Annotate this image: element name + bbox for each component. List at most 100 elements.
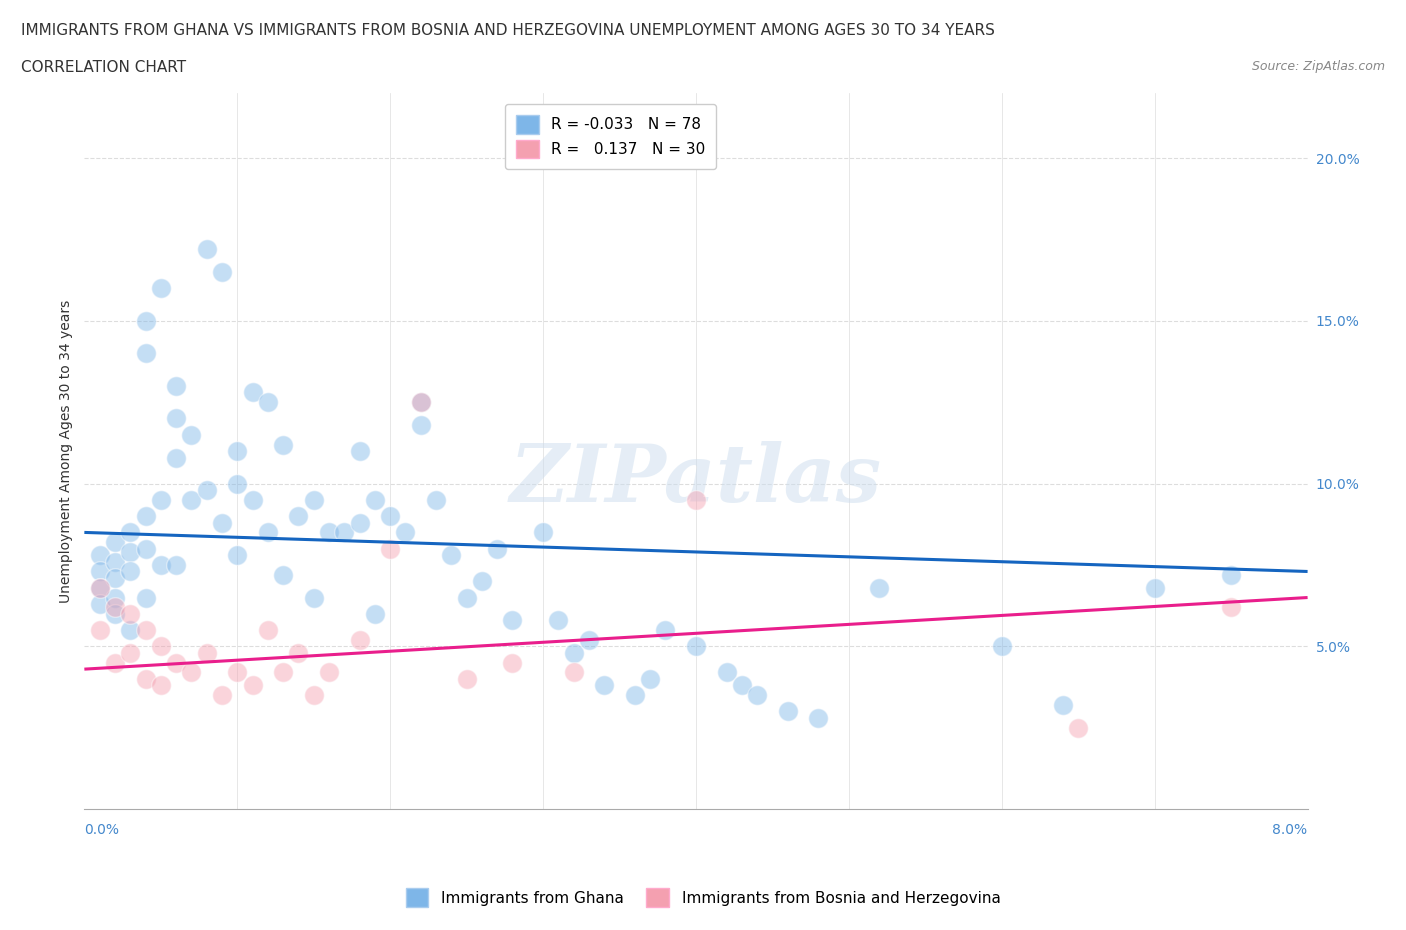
Point	[226, 548, 249, 563]
Point	[991, 639, 1014, 654]
Point	[471, 574, 494, 589]
Point	[135, 541, 157, 556]
Point	[149, 557, 172, 572]
Point	[1067, 720, 1090, 735]
Point	[135, 671, 157, 686]
Point	[409, 394, 432, 409]
Legend: R = -0.033   N = 78, R =   0.137   N = 30: R = -0.033 N = 78, R = 0.137 N = 30	[505, 104, 716, 169]
Text: ZIPatlas: ZIPatlas	[510, 441, 882, 518]
Point	[242, 678, 264, 693]
Point	[364, 606, 387, 621]
Point	[104, 535, 127, 550]
Point	[624, 688, 647, 703]
Point	[578, 632, 600, 647]
Point	[242, 385, 264, 400]
Point	[685, 493, 707, 508]
Point	[195, 645, 218, 660]
Point	[349, 632, 371, 647]
Point	[409, 394, 432, 409]
Point	[120, 564, 142, 578]
Point	[165, 450, 187, 465]
Point	[380, 541, 402, 556]
Point	[502, 655, 524, 670]
Point	[287, 645, 309, 660]
Text: IMMIGRANTS FROM GHANA VS IMMIGRANTS FROM BOSNIA AND HERZEGOVINA UNEMPLOYMENT AMO: IMMIGRANTS FROM GHANA VS IMMIGRANTS FROM…	[21, 23, 995, 38]
Point	[89, 580, 111, 595]
Point	[394, 525, 416, 539]
Point	[547, 613, 569, 628]
Point	[120, 606, 142, 621]
Point	[120, 645, 142, 660]
Point	[89, 623, 111, 638]
Point	[318, 525, 340, 539]
Point	[104, 554, 127, 569]
Point	[302, 493, 325, 508]
Text: 8.0%: 8.0%	[1272, 823, 1308, 837]
Text: CORRELATION CHART: CORRELATION CHART	[21, 60, 186, 75]
Point	[180, 665, 202, 680]
Point	[562, 645, 585, 660]
Point	[211, 688, 233, 703]
Point	[1143, 580, 1166, 595]
Point	[104, 655, 127, 670]
Point	[242, 493, 264, 508]
Point	[149, 678, 172, 693]
Point	[456, 590, 478, 604]
Point	[89, 597, 111, 612]
Point	[425, 493, 447, 508]
Point	[165, 379, 187, 393]
Point	[731, 678, 754, 693]
Point	[104, 600, 127, 615]
Point	[318, 665, 340, 680]
Point	[135, 346, 157, 361]
Point	[89, 564, 111, 578]
Text: Source: ZipAtlas.com: Source: ZipAtlas.com	[1251, 60, 1385, 73]
Point	[638, 671, 661, 686]
Point	[149, 639, 172, 654]
Point	[257, 623, 280, 638]
Point	[271, 567, 294, 582]
Point	[1052, 698, 1074, 712]
Point	[120, 544, 142, 559]
Point	[593, 678, 616, 693]
Point	[807, 711, 830, 725]
Point	[120, 623, 142, 638]
Point	[486, 541, 509, 556]
Point	[409, 418, 432, 432]
Point	[195, 242, 218, 257]
Point	[302, 590, 325, 604]
Point	[364, 493, 387, 508]
Point	[104, 570, 127, 586]
Point	[869, 580, 891, 595]
Point	[211, 264, 233, 279]
Point	[211, 515, 233, 530]
Point	[195, 483, 218, 498]
Point	[302, 688, 325, 703]
Point	[149, 493, 172, 508]
Legend: Immigrants from Ghana, Immigrants from Bosnia and Herzegovina: Immigrants from Ghana, Immigrants from B…	[399, 883, 1007, 913]
Point	[226, 476, 249, 491]
Point	[716, 665, 738, 680]
Point	[165, 557, 187, 572]
Y-axis label: Unemployment Among Ages 30 to 34 years: Unemployment Among Ages 30 to 34 years	[59, 299, 73, 603]
Point	[747, 688, 769, 703]
Point	[349, 515, 371, 530]
Point	[135, 623, 157, 638]
Point	[165, 411, 187, 426]
Point	[456, 671, 478, 686]
Point	[226, 665, 249, 680]
Point	[776, 704, 799, 719]
Point	[226, 444, 249, 458]
Point	[135, 509, 157, 524]
Point	[89, 548, 111, 563]
Point	[104, 606, 127, 621]
Point	[271, 665, 294, 680]
Point	[685, 639, 707, 654]
Point	[349, 444, 371, 458]
Point	[380, 509, 402, 524]
Point	[271, 437, 294, 452]
Point	[654, 623, 676, 638]
Point	[502, 613, 524, 628]
Point	[1220, 600, 1243, 615]
Point	[120, 525, 142, 539]
